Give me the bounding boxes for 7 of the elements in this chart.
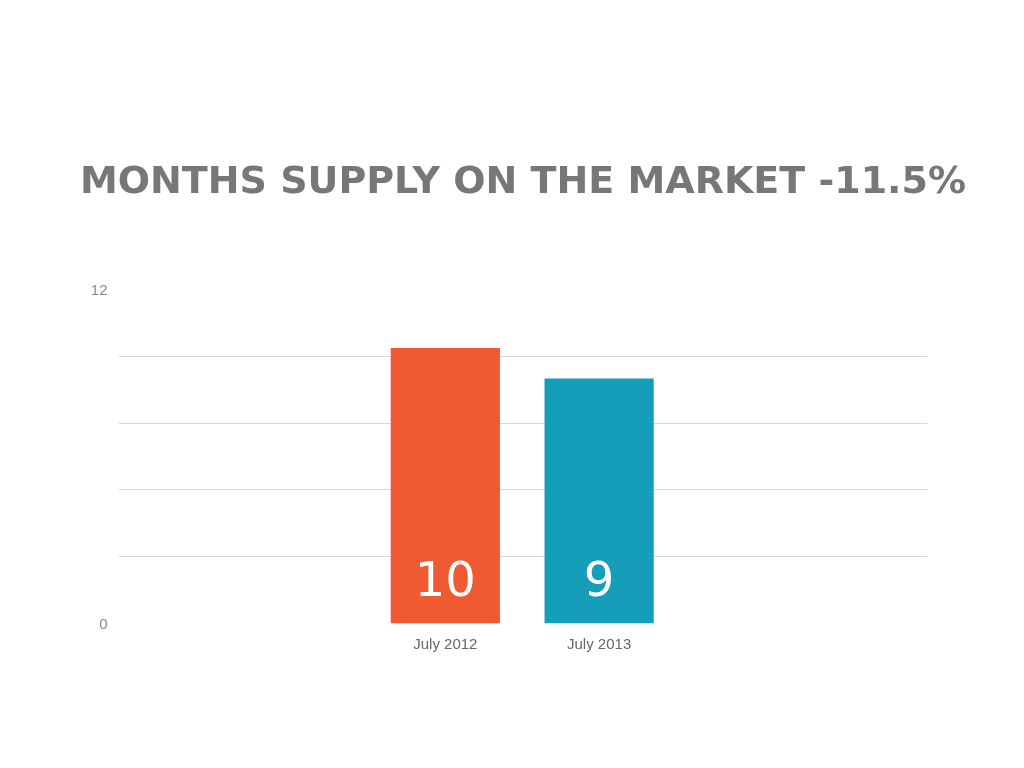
x-tick-label: July 2012 — [413, 634, 478, 652]
data-label: 9 — [583, 550, 615, 607]
chart-title: MONTHS SUPPLY ON THE MARKET -11.5% — [79, 158, 967, 202]
x-tick-label: July 2013 — [567, 634, 632, 652]
y-tick-label: 0 — [99, 614, 108, 632]
y-tick-label: 12 — [90, 280, 108, 298]
data-label: 10 — [414, 550, 476, 607]
